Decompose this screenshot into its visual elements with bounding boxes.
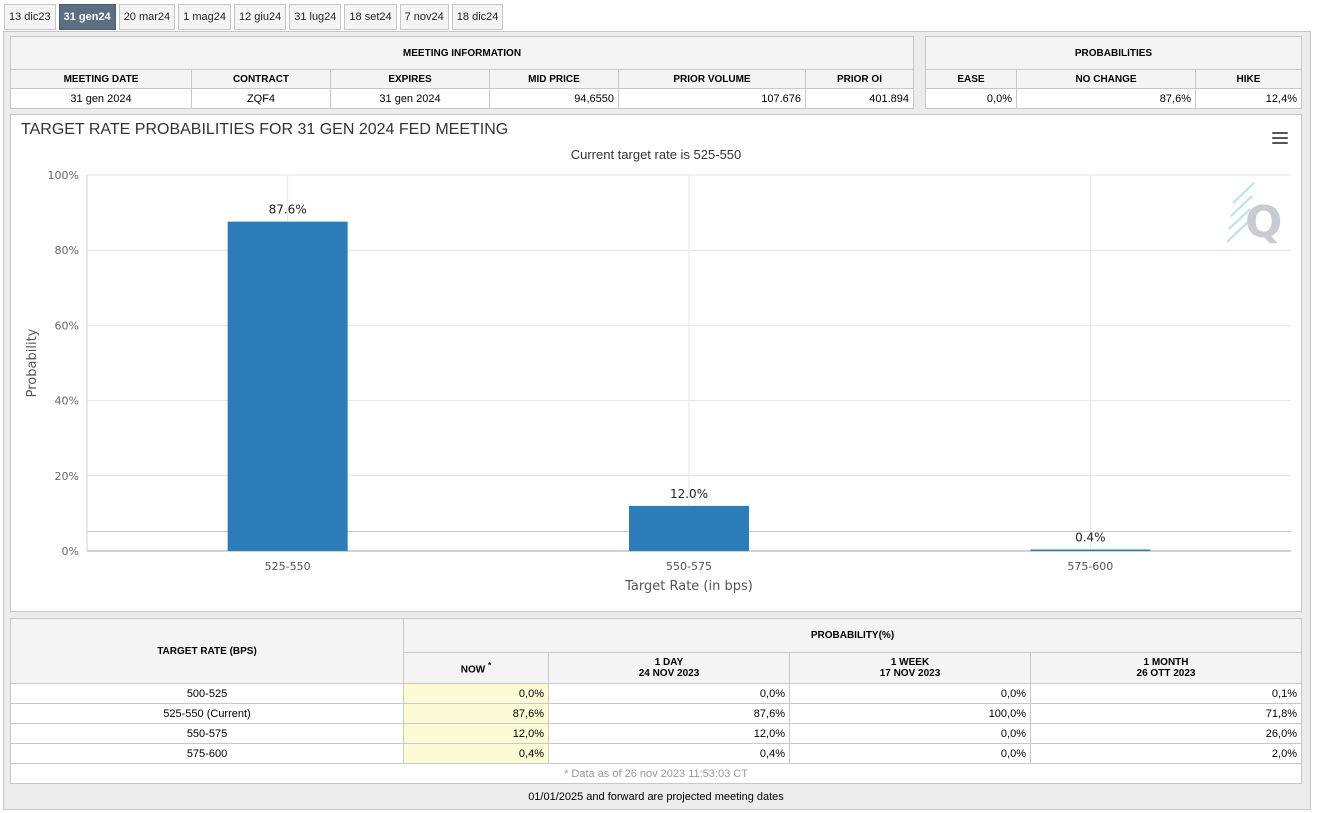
chart-subtitle: Current target rate is 525-550 xyxy=(570,147,742,162)
week-cell: 0,0% xyxy=(789,743,1031,764)
y-tick-label: 80% xyxy=(55,244,79,257)
y-tick-label: 40% xyxy=(55,395,79,408)
contract-value: ZQF4 xyxy=(191,88,331,109)
x-tick-label: 525-550 xyxy=(265,560,311,573)
tab-12-giu24[interactable]: 12 giu24 xyxy=(233,4,287,30)
day-cell: 87,6% xyxy=(548,703,790,724)
y-tick-label: 100% xyxy=(48,169,79,182)
no-change-value: 87,6% xyxy=(1016,88,1196,109)
tab-31-lug24[interactable]: 31 lug24 xyxy=(289,4,342,30)
bar-data-label: 87.6% xyxy=(269,203,307,217)
y-tick-label: 60% xyxy=(55,319,79,332)
bar xyxy=(227,221,348,551)
month-cell: 2,0% xyxy=(1030,743,1302,764)
now-cell: 0,4% xyxy=(403,743,549,764)
day-cell: 0,0% xyxy=(548,683,790,704)
table-row: 575-600 0,4% 0,4% 0,0% 2,0% xyxy=(10,743,1302,764)
month-cell: 71,8% xyxy=(1030,703,1302,724)
col-meeting-date: MEETING DATE xyxy=(10,69,192,89)
data-timestamp-note: * Data as of 26 nov 2023 11:53:03 CT xyxy=(10,763,1302,784)
rate-cell: 575-600 xyxy=(10,743,404,764)
y-tick-label: 20% xyxy=(55,470,79,483)
ease-value: 0,0% xyxy=(925,88,1017,109)
chart-container: TARGET RATE PROBABILITIES FOR 31 GEN 202… xyxy=(10,114,1302,612)
x-tick-label: 575-600 xyxy=(1067,560,1113,573)
prior-volume-value: 107.676 xyxy=(618,88,806,109)
probabilities-heading: PROBABILITIES xyxy=(925,36,1302,70)
meeting-info-table: MEETING INFORMATION MEETING DATE CONTRAC… xyxy=(10,36,914,109)
col-target-rate: TARGET RATE (BPS) xyxy=(10,618,404,684)
month-cell: 26,0% xyxy=(1030,723,1302,744)
rate-cell: 550-575 xyxy=(10,723,404,744)
expires-value: 31 gen 2024 xyxy=(330,88,490,109)
bar-data-label: 0.4% xyxy=(1075,530,1106,544)
projected-dates-note: 01/01/2025 and forward are projected mee… xyxy=(528,791,784,803)
col-contract: CONTRACT xyxy=(191,69,331,89)
week-cell: 0,0% xyxy=(789,723,1031,744)
col-expires: EXPIRES xyxy=(330,69,490,89)
probability-table: TARGET RATE (BPS) PROBABILITY(%) NOW * 1… xyxy=(10,618,1302,784)
tab-13-dic23[interactable]: 13 dic23 xyxy=(4,4,56,30)
week-cell: 0,0% xyxy=(789,683,1031,704)
rate-cell: 525-550 (Current) xyxy=(10,703,404,724)
col-1-month: 1 MONTH 26 OTT 2023 xyxy=(1030,652,1302,684)
bar xyxy=(1030,549,1151,551)
now-cell: 87,6% xyxy=(403,703,549,724)
rate-cell: 500-525 xyxy=(10,683,404,704)
col-probability: PROBABILITY(%) xyxy=(403,618,1302,653)
tab-18-dic24[interactable]: 18 dic24 xyxy=(451,4,504,30)
table-row: 550-575 12,0% 12,0% 0,0% 26,0% xyxy=(10,723,1302,744)
bar-chart: Q 0% 20% 40% 60% 80% 100% 87.6% 525-550 12.0% 550… xyxy=(25,169,1291,594)
meeting-tabs: 13 dic23 31 gen24 20 mar24 1 mag24 12 gi… xyxy=(4,4,504,30)
now-cell: 0,0% xyxy=(403,683,549,704)
meeting-date-value: 31 gen 2024 xyxy=(10,88,192,109)
bar xyxy=(629,505,749,551)
hike-value: 12,4% xyxy=(1195,88,1302,109)
now-cell: 12,0% xyxy=(403,723,549,744)
mid-price-value: 94,6550 xyxy=(489,88,619,109)
meeting-info-heading: MEETING INFORMATION xyxy=(10,36,914,70)
col-mid-price: MID PRICE xyxy=(489,69,619,89)
x-tick-label: 550-575 xyxy=(666,560,712,573)
month-cell: 0,1% xyxy=(1030,683,1302,704)
week-cell: 100,0% xyxy=(789,703,1031,724)
chart-title: TARGET RATE PROBABILITIES FOR 31 GEN 202… xyxy=(21,121,509,138)
tab-18-set24[interactable]: 18 set24 xyxy=(344,4,397,30)
tab-1-mag24[interactable]: 1 mag24 xyxy=(178,4,231,30)
tab-7-nov24[interactable]: 7 nov24 xyxy=(399,4,449,30)
col-1-week: 1 WEEK 17 NOV 2023 xyxy=(789,652,1031,684)
col-now: NOW * xyxy=(403,652,549,684)
day-cell: 12,0% xyxy=(548,723,790,744)
tab-31-gen24[interactable]: 31 gen24 xyxy=(58,4,116,30)
chart-menu-icon[interactable] xyxy=(1272,132,1288,144)
prior-oi-value: 401.894 xyxy=(805,88,914,109)
day-cell: 0,4% xyxy=(548,743,790,764)
col-hike: HIKE xyxy=(1195,69,1302,89)
col-no-change: NO CHANGE xyxy=(1016,69,1196,89)
col-prior-volume: PRIOR VOLUME xyxy=(618,69,806,89)
y-axis-title: Probability xyxy=(25,328,40,397)
bar-data-label: 12.0% xyxy=(670,487,708,501)
y-tick-label: 0% xyxy=(62,545,79,558)
table-row: 500-525 0,0% 0,0% 0,0% 0,1% xyxy=(10,683,1302,704)
col-1-day: 1 DAY 24 NOV 2023 xyxy=(548,652,790,684)
x-axis-title: Target Rate (in bps) xyxy=(624,579,753,594)
now-asterisk: * xyxy=(487,660,492,671)
tab-20-mar24[interactable]: 20 mar24 xyxy=(118,4,176,30)
table-row: 525-550 (Current) 87,6% 87,6% 100,0% 71,… xyxy=(10,703,1302,724)
col-prior-oi: PRIOR OI xyxy=(805,69,914,89)
q-logo-text: Q xyxy=(1245,197,1282,248)
col-ease: EASE xyxy=(925,69,1017,89)
probabilities-table: PROBABILITIES EASE NO CHANGE HIKE 0,0% 8… xyxy=(925,36,1302,109)
q-logo-icon: Q xyxy=(1226,182,1282,248)
